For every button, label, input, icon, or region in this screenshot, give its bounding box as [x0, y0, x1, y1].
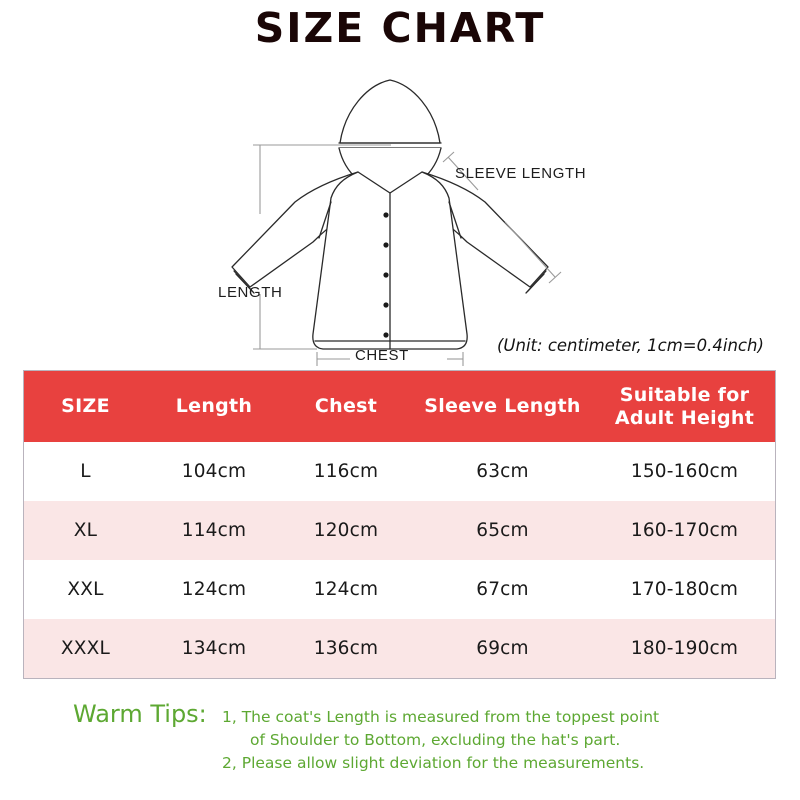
cell-size: XXL: [67, 579, 104, 600]
cell-sleeve: 63cm: [476, 461, 529, 482]
sleeve-dim-lower: [504, 221, 556, 278]
length-label: LENGTH: [218, 284, 283, 301]
table-row: L 104cm 116cm 63cm 150-160cm: [24, 442, 775, 501]
cell-length: 104cm: [181, 461, 247, 482]
cell-height: 180-190cm: [630, 638, 739, 659]
cell-size: XXXL: [60, 638, 111, 659]
cell-chest: 120cm: [313, 520, 379, 541]
button-group: [383, 212, 389, 338]
button-5: [383, 332, 389, 338]
table-row: XXL 124cm 124cm 67cm 170-180cm: [24, 560, 775, 619]
header-sleeve-length: Sleeve Length: [424, 395, 581, 417]
raincoat-illustration: [231, 79, 562, 366]
page-title: SIZE CHART: [254, 4, 546, 52]
cell-sleeve: 65cm: [476, 520, 529, 541]
size-table: SIZE Length Chest Sleeve Length Suitable…: [24, 371, 775, 678]
unit-note: (Unit: centimeter, 1cm=0.4inch): [497, 336, 764, 355]
cell-chest: 116cm: [313, 461, 379, 482]
dimension-lines: [253, 144, 562, 366]
cell-length: 114cm: [181, 520, 247, 541]
header-chest: Chest: [314, 395, 378, 417]
cell-chest: 136cm: [313, 638, 379, 659]
cell-length: 134cm: [181, 638, 247, 659]
warm-tip-line-1: 1, The coat's Length is measured from th…: [222, 708, 660, 726]
hood-shape: [339, 79, 441, 144]
cell-sleeve: 69cm: [476, 638, 529, 659]
button-1: [383, 212, 389, 218]
button-4: [383, 302, 389, 308]
cell-sleeve: 67cm: [476, 579, 529, 600]
chest-label: CHEST: [355, 347, 409, 364]
button-3: [383, 272, 389, 278]
table-row: XL 114cm 120cm 65cm 160-170cm: [24, 501, 775, 560]
table-header-row: SIZE Length Chest Sleeve Length Suitable…: [24, 371, 775, 442]
warm-tips-body: 1, The coat's Length is measured from th…: [222, 706, 659, 775]
cell-height: 160-170cm: [630, 520, 739, 541]
button-2: [383, 242, 389, 248]
cell-length: 124cm: [181, 579, 247, 600]
table-row: XXXL 134cm 136cm 69cm 180-190cm: [24, 619, 775, 678]
cell-height: 170-180cm: [630, 579, 739, 600]
header-length: Length: [175, 395, 253, 417]
garment-diagram: [195, 62, 615, 372]
sleeve-tick-bottom: [548, 271, 562, 284]
warm-tips-section: Warm Tips: 1, The coat's Length is measu…: [0, 697, 800, 792]
header-adult-height-line2: Adult Height: [614, 406, 755, 429]
cell-size: L: [80, 461, 91, 482]
header-adult-height-line1: Suitable for: [619, 383, 750, 406]
warm-tip-line-2: of Shoulder to Bottom, excluding the hat…: [250, 731, 621, 749]
left-underarm-seam: [318, 201, 332, 239]
right-underarm-seam: [448, 201, 462, 239]
table-body: L 104cm 116cm 63cm 150-160cm XL 114cm 12…: [24, 442, 775, 678]
cell-size: XL: [73, 520, 98, 541]
right-cuff-line-2: [525, 273, 545, 294]
warm-tip-line-3: 2, Please allow slight deviation for the…: [222, 754, 645, 772]
table-header: SIZE Length Chest Sleeve Length Suitable…: [24, 371, 775, 442]
sleeve-dim-upper: [447, 156, 479, 191]
cell-height: 150-160cm: [630, 461, 739, 482]
warm-tips-title: Warm Tips:: [73, 700, 207, 728]
sleeve-length-label: SLEEVE LENGTH: [455, 165, 587, 182]
header-size: SIZE: [61, 395, 110, 417]
cell-chest: 124cm: [313, 579, 379, 600]
left-cuff-line-2: [235, 273, 255, 294]
sleeve-tick-top: [442, 151, 455, 163]
header-adult-height: Suitable for Adult Height: [594, 371, 775, 442]
